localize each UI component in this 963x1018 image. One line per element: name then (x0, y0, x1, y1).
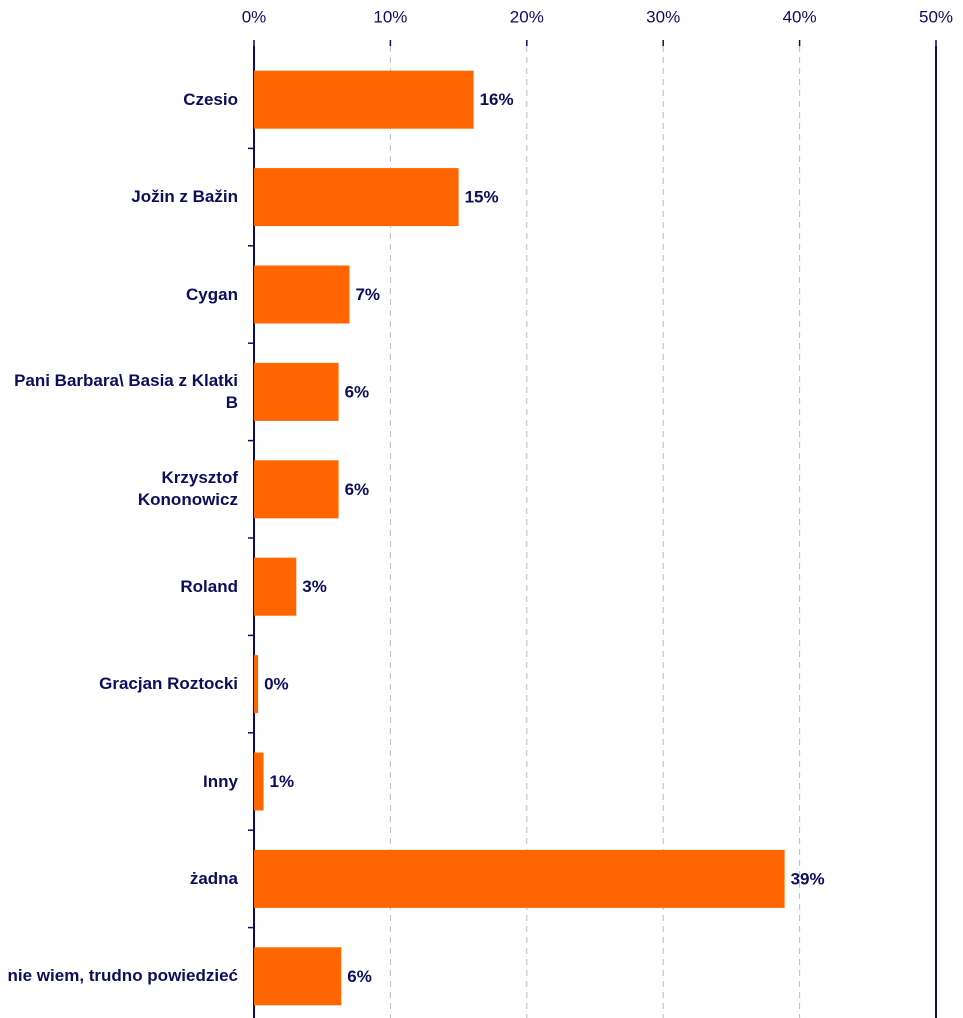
value-label: 39% (791, 869, 825, 888)
value-label: 16% (480, 90, 514, 109)
bar (254, 947, 342, 1006)
category-label: Gracjan Roztocki (4, 644, 238, 724)
bar (254, 655, 259, 714)
value-label: 0% (264, 675, 289, 694)
category-text: Krzysztof Kononowicz (137, 468, 238, 510)
bar (254, 265, 350, 324)
category-text: Pani Barbara\ Basia z Klatki B (14, 370, 238, 412)
x-tick-label: 30% (646, 7, 680, 26)
value-label: 3% (302, 577, 327, 596)
category-text: Cygan (186, 284, 238, 304)
category-label: nie wiem, trudno powiedzieć (4, 936, 238, 1016)
category-text: żadna (189, 868, 238, 888)
value-label: 1% (270, 772, 295, 791)
bar (254, 752, 264, 811)
category-text: Czesio (183, 89, 238, 109)
bar (254, 168, 459, 227)
category-text: Jožin z Bažin (131, 187, 238, 207)
category-text: Inny (203, 771, 238, 791)
bar (254, 557, 297, 616)
x-tick-label: 40% (783, 7, 817, 26)
value-label: 15% (465, 188, 499, 207)
x-tick-label: 0% (242, 7, 267, 26)
value-label: 6% (345, 480, 370, 499)
category-label: Cygan (4, 255, 238, 335)
bar (254, 362, 339, 421)
category-label: Inny (4, 742, 238, 822)
bar (254, 849, 785, 908)
category-label: żadna (4, 839, 238, 919)
x-tick-label: 10% (373, 7, 407, 26)
value-label: 6% (347, 967, 372, 986)
bar (254, 460, 339, 519)
value-label: 6% (345, 382, 370, 401)
category-text: nie wiem, trudno powiedzieć (7, 966, 238, 986)
x-tick-label: 50% (919, 7, 953, 26)
category-label: Krzysztof Kononowicz (4, 449, 238, 529)
category-label: Roland (4, 547, 238, 627)
category-label: Jožin z Bažin (4, 157, 238, 237)
bar (254, 70, 474, 129)
category-text: Gracjan Roztocki (99, 674, 238, 694)
category-label: Pani Barbara\ Basia z Klatki B (4, 352, 238, 432)
category-text: Roland (180, 576, 238, 596)
value-label: 7% (355, 285, 380, 304)
x-tick-label: 20% (510, 7, 544, 26)
category-label: Czesio (4, 60, 238, 140)
